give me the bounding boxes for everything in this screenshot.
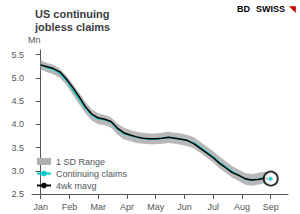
svg-text:3.0: 3.0 [11, 166, 24, 176]
svg-text:Jun: Jun [177, 202, 192, 212]
svg-text:May: May [147, 202, 165, 212]
svg-text:5.0: 5.0 [11, 73, 24, 83]
svg-text:2.5: 2.5 [11, 189, 24, 199]
svg-text:Continuing claims: Continuing claims [56, 169, 128, 179]
svg-text:Sep: Sep [263, 202, 279, 212]
svg-text:Apr: Apr [120, 202, 134, 212]
svg-text:4.0: 4.0 [11, 119, 24, 129]
svg-text:Mar: Mar [90, 202, 106, 212]
svg-text:3.5: 3.5 [11, 143, 24, 153]
svg-text:4.5: 4.5 [11, 96, 24, 106]
svg-text:SWISS: SWISS [256, 4, 285, 14]
svg-text:1 SD Range: 1 SD Range [56, 157, 105, 167]
svg-text:jobless claims: jobless claims [34, 21, 110, 33]
svg-text:Feb: Feb [62, 202, 78, 212]
svg-text:Jan: Jan [33, 202, 48, 212]
svg-text:Jul: Jul [207, 202, 219, 212]
svg-text:Aug: Aug [234, 202, 250, 212]
svg-text:◥: ◥ [289, 4, 296, 14]
svg-text:Mn: Mn [28, 35, 41, 45]
svg-text:4wk mavg: 4wk mavg [56, 181, 97, 191]
svg-text:US continuing: US continuing [35, 8, 110, 20]
svg-text:5.5: 5.5 [11, 50, 24, 60]
svg-text:BD: BD [237, 4, 250, 14]
